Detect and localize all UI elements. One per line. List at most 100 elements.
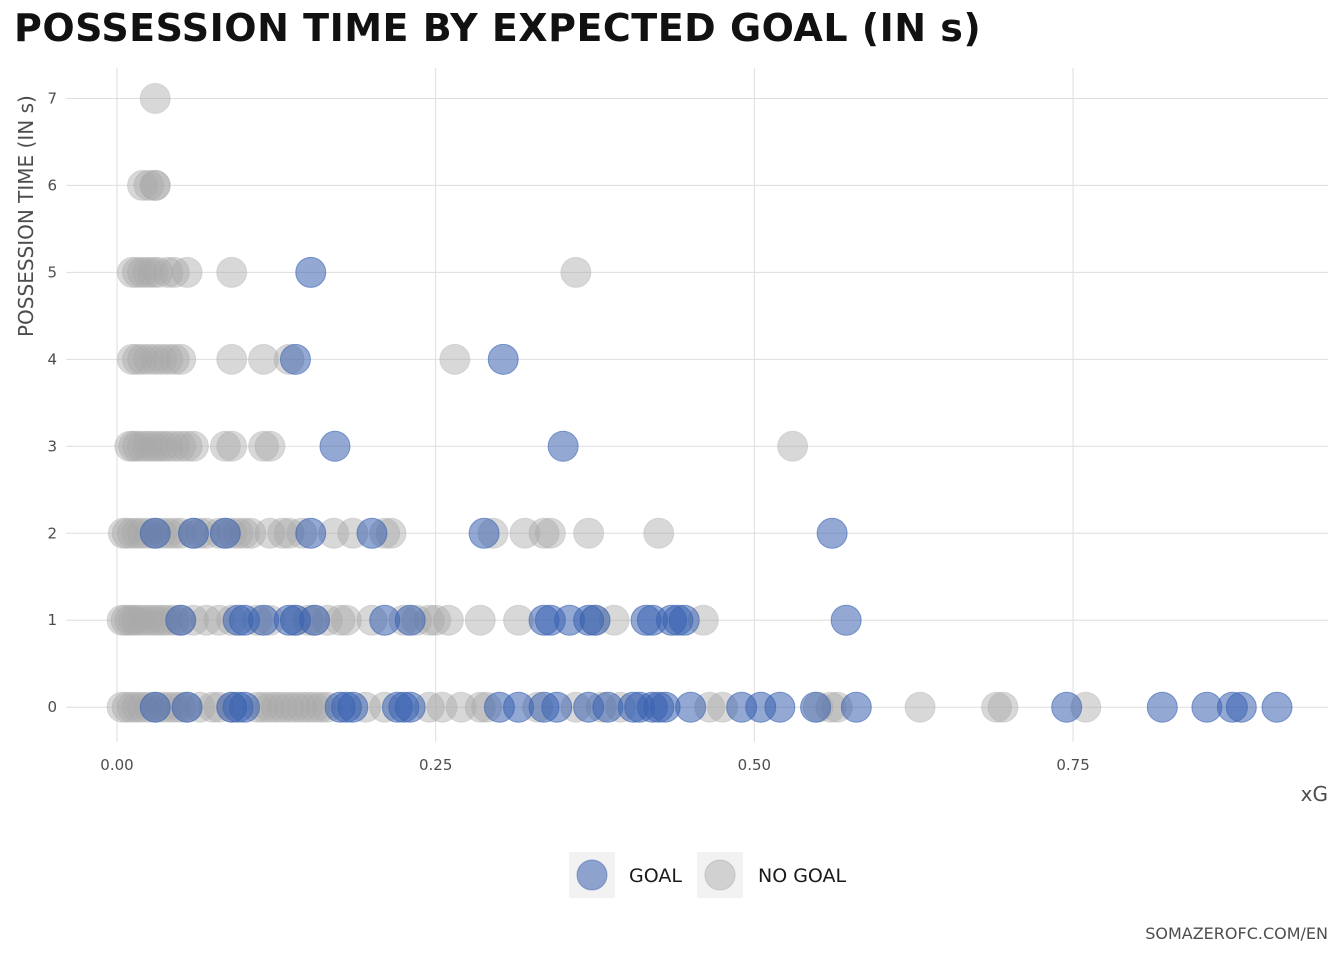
no-goal-point [260, 691, 292, 723]
no-goal-point [152, 256, 184, 288]
axis-ticks: 0 1 2 3 4 5 6 7 0.00 0.25 0.50 0.75 [47, 89, 1089, 774]
goal-point [468, 517, 500, 549]
no-goal-point [216, 343, 248, 375]
goal-point [487, 343, 519, 375]
no-goal-point [126, 256, 158, 288]
goal-point [209, 517, 241, 549]
no-goal-point [267, 691, 299, 723]
no-goal-point [121, 430, 153, 462]
legend-no-goal-label: NO GOAL [758, 865, 847, 887]
no-goal-point [177, 430, 209, 462]
no-goal-point [132, 256, 164, 288]
no-goal-point [216, 256, 248, 288]
x-tick-label: 0.00 [100, 756, 133, 774]
goal-point [356, 517, 388, 549]
legend-goal-label: GOAL [629, 865, 682, 887]
no-goal-point [152, 343, 184, 375]
no-goal-point [216, 430, 248, 462]
y-tick-label: 5 [47, 263, 57, 281]
y-tick-label: 0 [47, 698, 57, 716]
no-goal-point [509, 517, 541, 549]
no-goal-point [114, 430, 146, 462]
no-goal-point [121, 343, 153, 375]
no-goal-point [158, 256, 190, 288]
source-caption: SOMAZEROFC.COM/EN [1145, 924, 1328, 943]
no-goal-point [432, 604, 464, 636]
no-goal-point [132, 430, 164, 462]
goal-point [139, 691, 171, 723]
no-goal-point [279, 691, 311, 723]
goal-point [228, 691, 260, 723]
y-tick-label: 2 [47, 524, 57, 542]
goal-point [165, 604, 197, 636]
goal-point [579, 604, 611, 636]
x-tick-label: 0.75 [1056, 756, 1089, 774]
y-tick-label: 4 [47, 350, 57, 368]
data-points [106, 82, 1293, 723]
no-goal-point [573, 517, 605, 549]
no-goal-point [158, 343, 190, 375]
goal-point [337, 691, 369, 723]
no-goal-point [981, 691, 1013, 723]
no-goal-point [777, 430, 809, 462]
goal-point [541, 691, 573, 723]
goal-point [1051, 691, 1083, 723]
goal-point [319, 430, 351, 462]
no-goal-point [133, 343, 165, 375]
legend-goal-marker [576, 859, 608, 891]
no-goal-point [142, 256, 174, 288]
no-goal-point [133, 169, 165, 201]
no-goal-point [248, 430, 280, 462]
no-goal-point [292, 691, 324, 723]
goal-point [830, 604, 862, 636]
goal-point [139, 517, 171, 549]
no-goal-point [273, 691, 305, 723]
goal-point [299, 604, 331, 636]
no-goal-point [139, 169, 171, 201]
no-goal-point [171, 430, 203, 462]
no-goal-point [165, 430, 197, 462]
no-goal-point [171, 256, 203, 288]
no-goal-point [116, 343, 148, 375]
no-goal-point [139, 169, 171, 201]
y-axis-title: POSSESSION TIME (IN s) [14, 95, 38, 337]
goal-point [279, 343, 311, 375]
no-goal-point [110, 604, 142, 636]
no-goal-point [137, 430, 169, 462]
goal-point [675, 691, 707, 723]
no-goal-point [126, 604, 158, 636]
no-goal-point [426, 691, 458, 723]
no-goal-point [114, 604, 146, 636]
y-tick-label: 7 [47, 89, 57, 107]
no-goal-point [904, 691, 936, 723]
goal-point [1261, 691, 1293, 723]
goal-point [800, 691, 832, 723]
legend: GOAL NO GOAL [569, 852, 847, 898]
no-goal-point [132, 604, 164, 636]
no-goal-point [643, 517, 675, 549]
no-goal-point [147, 430, 179, 462]
y-tick-label: 3 [47, 437, 57, 455]
goal-point [547, 430, 579, 462]
no-goal-point [118, 604, 150, 636]
no-goal-point [139, 82, 171, 114]
no-goal-point [445, 691, 477, 723]
no-goal-point [121, 256, 153, 288]
no-goal-point [118, 430, 150, 462]
no-goal-point [126, 430, 158, 462]
goal-point [816, 517, 848, 549]
no-goal-point [165, 343, 197, 375]
x-axis-title: xG [1301, 782, 1328, 806]
no-goal-point [464, 604, 496, 636]
no-goal-point [152, 430, 184, 462]
no-goal-point [146, 343, 178, 375]
x-tick-label: 0.50 [738, 756, 771, 774]
goal-point [295, 517, 327, 549]
no-goal-point [142, 430, 174, 462]
no-goal-point [116, 256, 148, 288]
goal-point [177, 517, 209, 549]
goal-point [1146, 691, 1178, 723]
x-tick-label: 0.25 [419, 756, 452, 774]
no-goal-point [528, 517, 560, 549]
